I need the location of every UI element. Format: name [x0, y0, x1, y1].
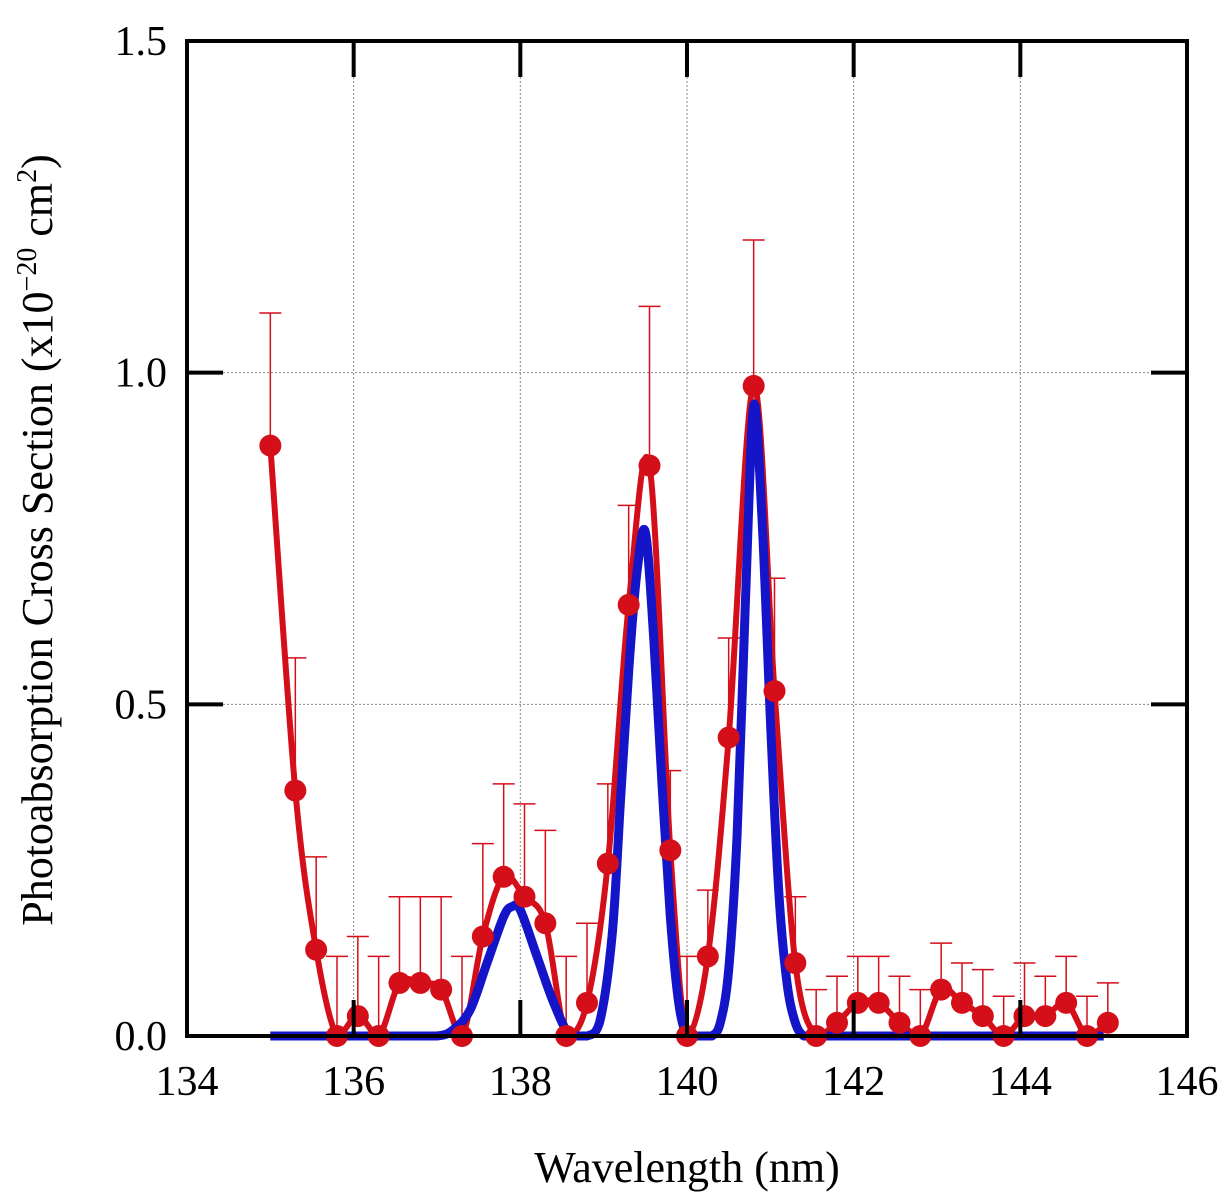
measured-data-point	[346, 1005, 369, 1028]
tick-labels: 134 136 138 140 142 144 146 0.0 0.5 1.0 1.5	[115, 19, 1219, 1105]
measured-data-point	[388, 971, 411, 994]
y-axis-label-unit-exponent: 2	[12, 169, 43, 183]
x-tick-label: 134	[156, 1059, 219, 1105]
x-tick-label: 142	[822, 1059, 885, 1105]
measured-series-line	[267, 382, 1110, 1039]
x-tick-label: 136	[322, 1059, 385, 1105]
y-tick-label: 1.0	[115, 351, 168, 397]
measured-data-point	[1055, 991, 1078, 1014]
y-axis-label-base: Photoabsorption Cross Section (x10	[13, 291, 62, 925]
measured-data-point	[826, 1011, 848, 1034]
measured-data-point	[763, 680, 786, 703]
y-tick-label: 1.5	[115, 19, 168, 65]
measured-data-point	[846, 991, 869, 1014]
measured-data-point	[409, 971, 432, 994]
measured-data-point	[596, 852, 619, 875]
y-axis-label: Photoabsorption Cross Section (x10−20 cm…	[12, 154, 62, 926]
measured-data-point	[430, 978, 453, 1001]
y-tick-label: 0.0	[115, 1014, 168, 1060]
x-tick-label: 138	[489, 1059, 552, 1105]
measured-data-point	[513, 885, 536, 908]
measured-data-point	[576, 991, 598, 1014]
measured-data-point	[717, 726, 740, 749]
measured-data-point	[1096, 1011, 1119, 1034]
measured-data-point	[867, 991, 890, 1014]
measured-data-point	[492, 865, 515, 888]
measured-data-point	[617, 593, 640, 616]
measured-data-point	[259, 434, 282, 457]
measured-data-point	[784, 952, 807, 975]
measured-data-point	[951, 991, 973, 1014]
y-tick-label: 0.5	[115, 682, 168, 728]
x-tick-label: 146	[1156, 1059, 1219, 1105]
x-axis-label: Wavelength (nm)	[534, 1143, 840, 1192]
measured-data-point	[284, 779, 307, 802]
measured-data-point	[696, 945, 719, 968]
y-axis-label-close: )	[13, 154, 62, 169]
measured-data-point	[888, 1011, 911, 1034]
measured-data-point	[1034, 1005, 1057, 1028]
y-axis-label-exponent: −20	[12, 248, 43, 292]
measured-data-point	[930, 978, 953, 1001]
measured-data-point	[305, 938, 328, 961]
measured-data-point	[971, 1005, 994, 1028]
measured-data-point	[659, 839, 682, 862]
measured-data-point	[742, 374, 765, 397]
grid	[187, 41, 1187, 1036]
measured-data-point	[1013, 1005, 1036, 1028]
measured-data-point	[638, 454, 661, 477]
plot-area	[259, 239, 1119, 1047]
calculated-series-line	[270, 399, 1104, 1041]
measured-data-point	[534, 912, 557, 935]
x-tick-label: 140	[656, 1059, 719, 1105]
y-axis-label-unit: cm	[13, 183, 62, 248]
axis-ticks	[185, 39, 1189, 1038]
x-tick-label: 144	[989, 1059, 1052, 1105]
measured-data-point	[471, 925, 494, 948]
